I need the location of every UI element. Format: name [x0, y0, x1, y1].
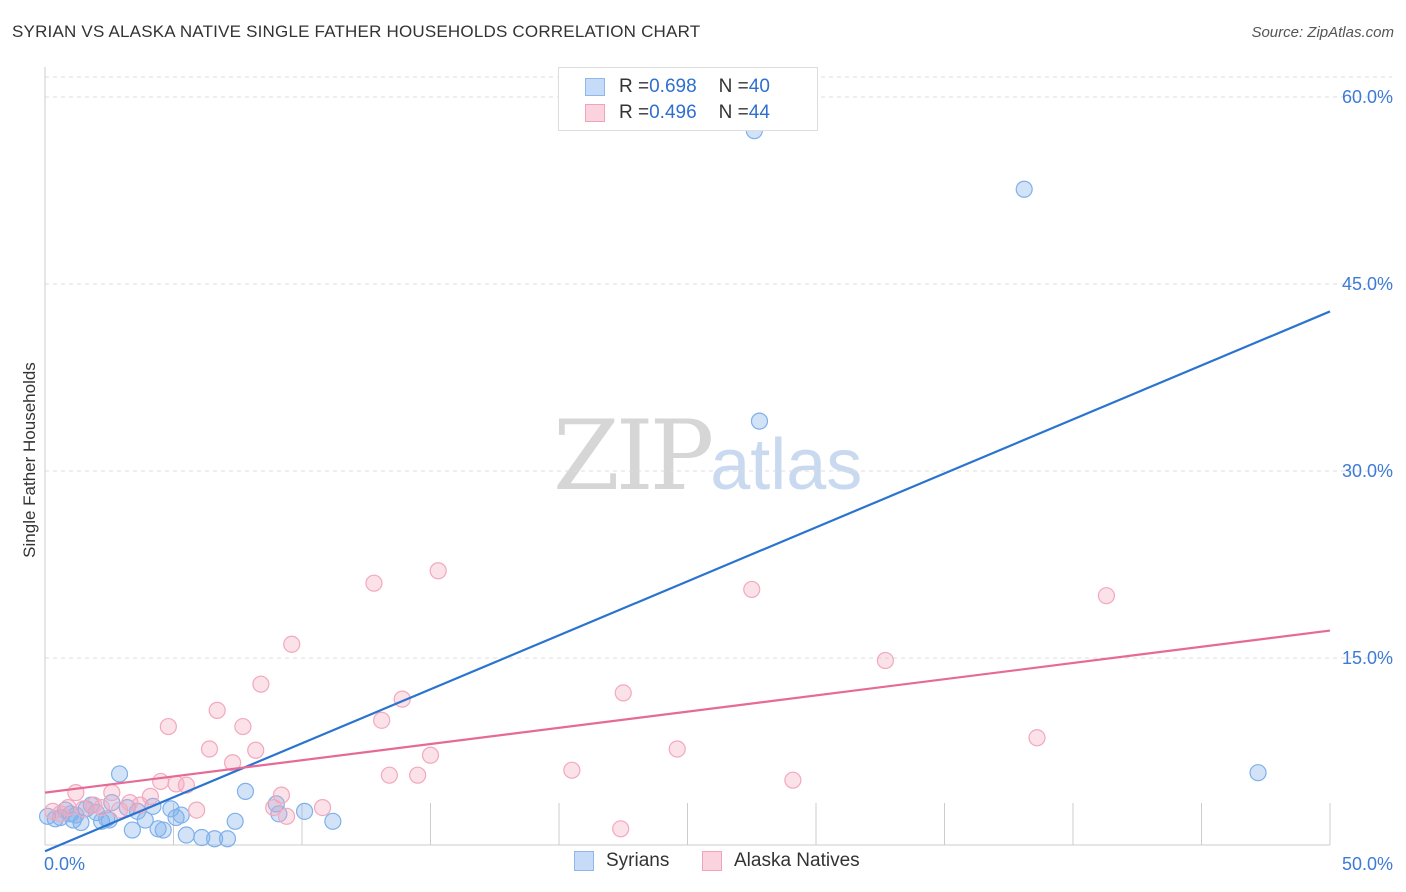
- data-point-syrians: [324, 812, 342, 830]
- correlation-legend: R = 0.698 N = 40 R = 0.496 N = 44: [558, 67, 818, 131]
- data-point-syrians: [295, 802, 314, 820]
- data-point-alaska-natives: [234, 717, 252, 736]
- data-point-syrians: [1249, 764, 1267, 782]
- data-point-syrians: [1015, 180, 1033, 198]
- data-point-alaska-natives: [188, 801, 206, 819]
- legend-swatch-alaska-natives: [585, 104, 605, 122]
- data-point-alaska-natives: [365, 574, 383, 592]
- y-tick-label: 30.0%: [1342, 461, 1393, 481]
- data-point-alaska-natives: [224, 754, 242, 772]
- data-point-alaska-natives: [283, 635, 301, 653]
- legend-r-label: R =: [619, 102, 650, 123]
- data-point-syrians: [123, 821, 141, 839]
- data-point-alaska-natives: [74, 800, 93, 818]
- data-points: [38, 122, 1267, 848]
- data-point-syrians: [110, 765, 129, 783]
- data-point-alaska-natives: [208, 701, 226, 719]
- trend-lines: [44, 310, 1331, 853]
- legend-row-alaska-natives: R = 0.496 N = 44: [585, 100, 770, 126]
- data-point-alaska-natives: [200, 740, 219, 758]
- data-point-syrians: [154, 821, 172, 839]
- legend-r-value: 0.698: [649, 76, 697, 97]
- legend-item-alaska-natives[interactable]: Alaska Natives: [702, 850, 860, 872]
- watermark-zip: ZIP: [553, 400, 714, 512]
- legend-n-value: 40: [748, 76, 770, 97]
- data-point-alaska-natives: [784, 771, 802, 789]
- y-tick-label: 60.0%: [1342, 87, 1393, 107]
- data-point-alaska-natives: [409, 766, 427, 784]
- y-tick-label: 45.0%: [1342, 274, 1393, 294]
- data-point-syrians: [136, 811, 154, 829]
- data-point-syrians: [162, 800, 180, 818]
- trend-line-alaska-natives: [44, 629, 1331, 794]
- data-point-syrians: [218, 830, 237, 848]
- data-point-alaska-natives: [373, 711, 391, 729]
- series-legend: Syrians Alaska Natives: [0, 850, 1406, 878]
- legend-row-syrians: R = 0.698 N = 40: [585, 74, 770, 100]
- data-point-alaska-natives: [380, 766, 398, 784]
- trend-line-syrians: [44, 310, 1331, 853]
- data-point-syrians: [177, 826, 195, 844]
- legend-n-label: N =: [718, 102, 749, 123]
- data-point-alaska-natives: [152, 772, 170, 791]
- x-tick-label: 0.0%: [44, 854, 85, 874]
- y-tick-label: 15.0%: [1342, 648, 1393, 668]
- data-point-syrians: [193, 828, 211, 847]
- data-point-syrians: [206, 830, 224, 848]
- watermark-atlas: atlas: [710, 425, 863, 505]
- chart-title: SYRIAN VS ALASKA NATIVE SINGLE FATHER HO…: [12, 22, 701, 41]
- zipatlas-watermark: ZIPatlas: [553, 400, 862, 512]
- data-point-alaska-natives: [252, 675, 270, 693]
- data-point-syrians: [750, 412, 769, 430]
- data-point-alaska-natives: [876, 651, 894, 670]
- data-point-syrians: [172, 806, 190, 824]
- data-point-alaska-natives: [272, 786, 291, 804]
- legend-n-value: 44: [748, 102, 770, 123]
- grid-lines: [45, 76, 1392, 659]
- data-point-alaska-natives: [103, 784, 121, 802]
- legend-swatch-syrians: [585, 78, 605, 96]
- legend-item-syrians[interactable]: Syrians: [574, 850, 669, 872]
- data-point-syrians: [226, 812, 244, 830]
- data-point-alaska-natives: [563, 761, 581, 779]
- data-point-alaska-natives: [743, 580, 761, 599]
- legend-r-label: R =: [619, 76, 650, 97]
- legend-n-label: N =: [718, 76, 749, 97]
- source-credit: Source: ZipAtlas.com: [1251, 24, 1394, 41]
- data-point-alaska-natives: [614, 684, 632, 702]
- data-point-alaska-natives: [668, 740, 686, 758]
- legend-swatch-syrians: [574, 851, 594, 871]
- data-point-alaska-natives: [141, 787, 159, 805]
- data-point-alaska-natives: [612, 820, 630, 838]
- data-point-alaska-natives: [429, 562, 447, 580]
- data-point-alaska-natives: [1097, 587, 1116, 605]
- tick-labels: 15.0% 30.0% 45.0% 60.0% 0.0% 50.0%: [44, 87, 1393, 874]
- data-point-alaska-natives: [92, 798, 111, 817]
- data-point-alaska-natives: [313, 798, 332, 817]
- data-point-alaska-natives: [265, 798, 283, 817]
- data-point-alaska-natives: [159, 717, 177, 736]
- data-point-alaska-natives: [121, 794, 139, 812]
- data-point-alaska-natives: [277, 807, 296, 825]
- legend-r-value: 0.496: [649, 102, 697, 123]
- legend-swatch-alaska-natives: [702, 851, 722, 871]
- legend-label-syrians: Syrians: [606, 850, 670, 871]
- data-point-alaska-natives: [247, 741, 265, 759]
- x-tick-label: 50.0%: [1342, 854, 1393, 874]
- data-point-alaska-natives: [1028, 729, 1046, 747]
- legend-label-alaska-natives: Alaska Natives: [734, 850, 860, 871]
- data-point-alaska-natives: [421, 746, 440, 764]
- data-point-syrians: [236, 782, 255, 800]
- data-point-alaska-natives: [59, 798, 77, 817]
